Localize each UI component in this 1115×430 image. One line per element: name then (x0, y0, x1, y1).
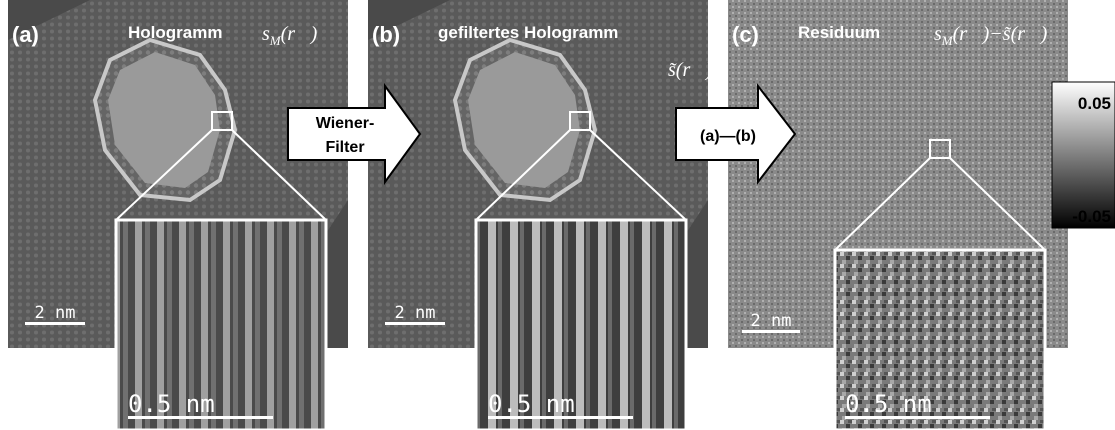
arrow-label: (a)—(b) (700, 128, 756, 145)
panel-label: (a) (12, 22, 39, 47)
arrow-label: Filter (325, 139, 364, 156)
panel-b (368, 0, 708, 430)
inset-scale-bar-label: 0.5 nm (128, 390, 215, 418)
panel-a (8, 0, 348, 430)
scale-bar-label: 2 nm (395, 303, 436, 323)
formula-part: s (934, 23, 942, 45)
panel-label: (c) (732, 22, 759, 47)
panel-label: (b) (372, 22, 400, 47)
formula-part: (r⃗) (281, 23, 318, 45)
scale-bar-label: 2 nm (35, 303, 76, 323)
panel-title: gefiltertes Hologramm (438, 23, 618, 42)
formula-part: (r⃗)−s̃(r⃗) (953, 23, 1048, 45)
scale-bar-label: 2 nm (751, 311, 792, 331)
inset-scale-bar-label: 0.5 nm (488, 390, 575, 418)
colorbar-min: -0.05 (1072, 207, 1111, 226)
figure: (a)HologrammsM(r⃗)2 nm0.5 nm(b)gefiltert… (0, 0, 1115, 430)
panel-c (728, 0, 1068, 430)
panel-title: Hologramm (128, 23, 222, 42)
inset-scale-bar-label: 0.5 nm (845, 390, 932, 418)
formula: s̃(r⃗) (668, 59, 713, 81)
panel-title: Residuum (798, 23, 880, 42)
formula-part: s̃(r⃗) (668, 59, 713, 81)
formula-part: s (262, 23, 270, 45)
colorbar-max: 0.05 (1078, 94, 1111, 113)
arrow-label: Wiener- (316, 115, 375, 132)
